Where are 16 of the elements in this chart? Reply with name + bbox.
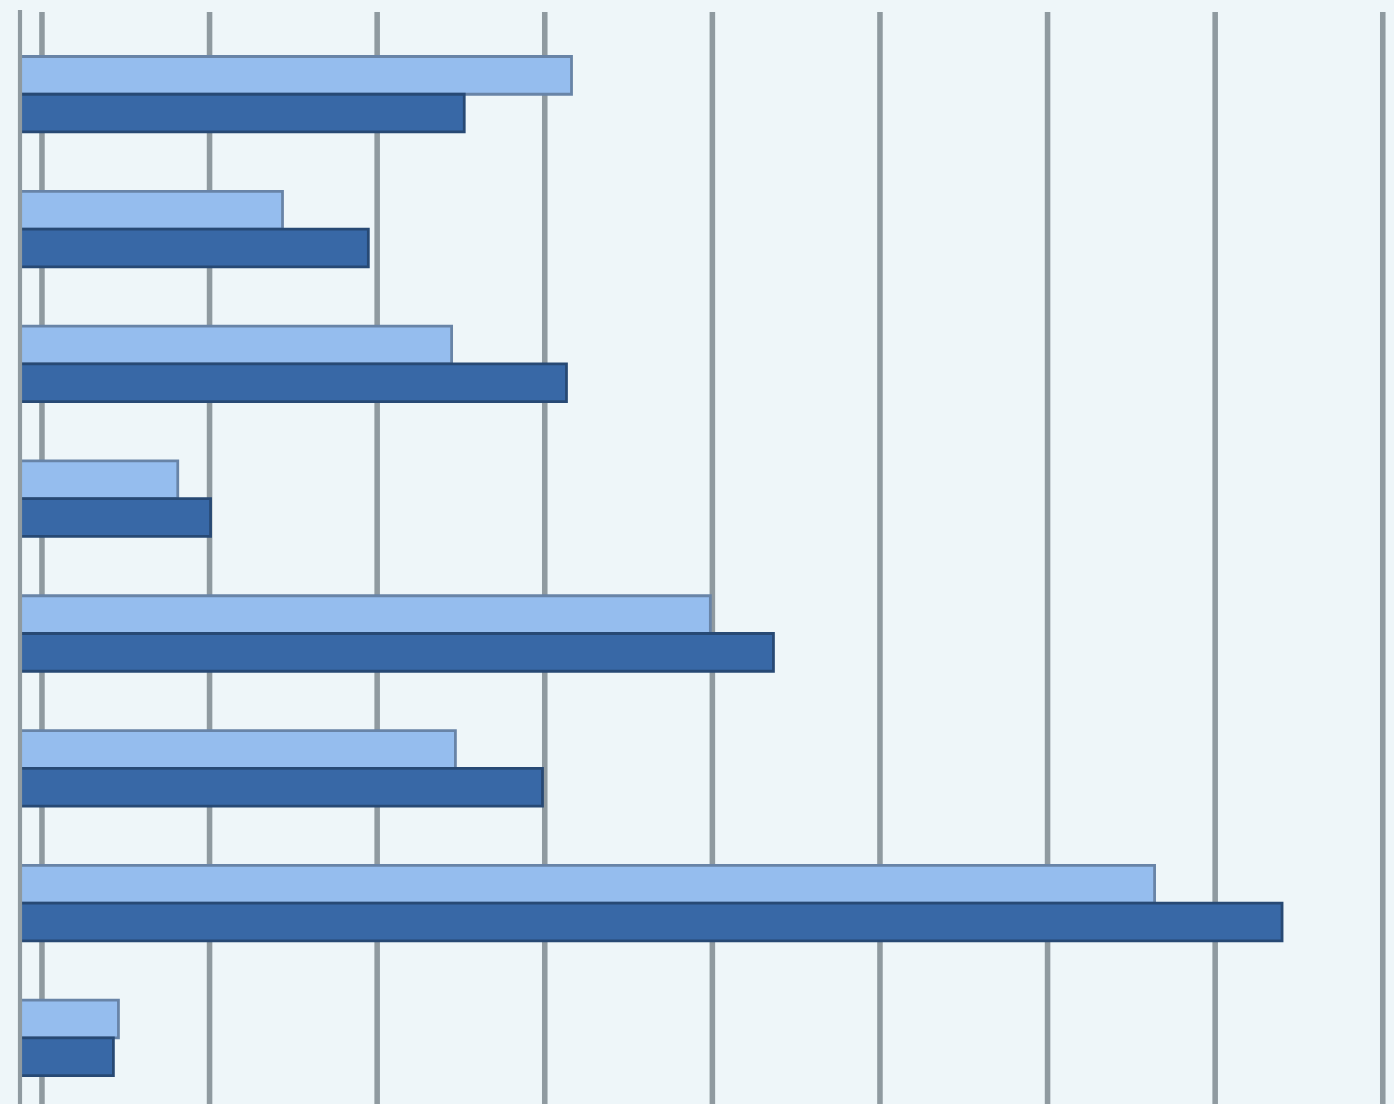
bar bbox=[20, 92, 466, 134]
bar bbox=[20, 55, 573, 96]
bar bbox=[20, 324, 454, 366]
bar bbox=[20, 497, 212, 538]
bar bbox=[20, 863, 1156, 905]
bar bbox=[20, 227, 370, 269]
bar bbox=[20, 729, 457, 770]
bar bbox=[20, 594, 712, 635]
bar bbox=[20, 766, 544, 808]
bar bbox=[20, 459, 180, 501]
bar bbox=[20, 998, 120, 1040]
bar bbox=[20, 1036, 115, 1078]
bar bbox=[20, 632, 775, 673]
bar bbox=[20, 362, 568, 403]
bar bbox=[20, 901, 1284, 943]
bar bbox=[20, 189, 284, 231]
